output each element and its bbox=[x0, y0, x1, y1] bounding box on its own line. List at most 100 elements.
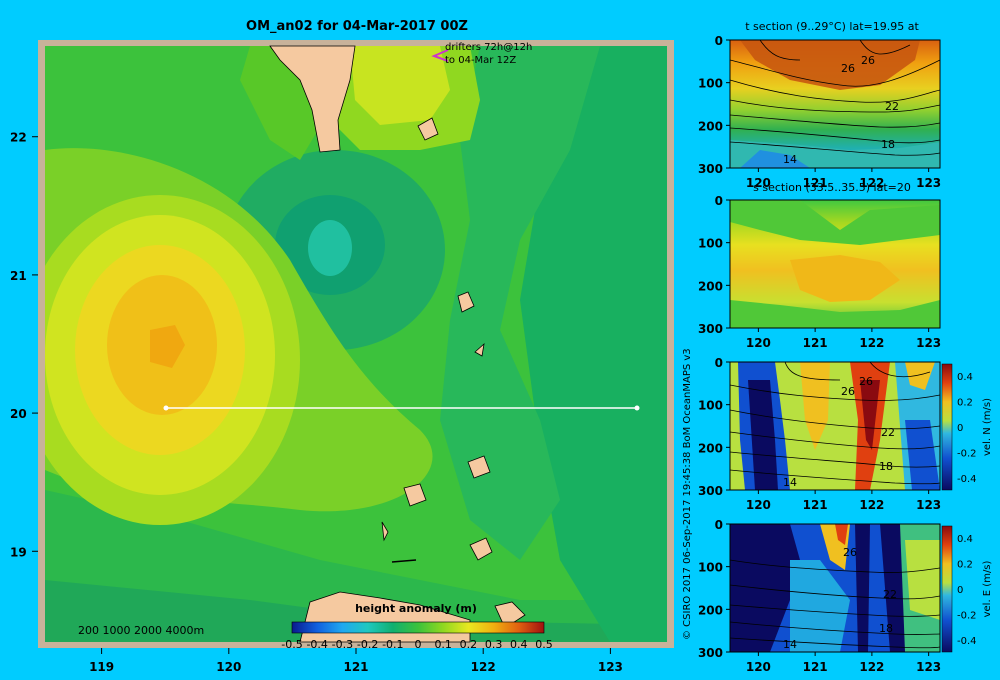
section-depth-tick-label: 0 bbox=[715, 194, 723, 208]
velE-colorbar bbox=[941, 525, 953, 653]
drifters-label-2: to 04-Mar 12Z bbox=[445, 55, 516, 66]
velN-colorbar-ticks: 0.4 0.2 0 -0.2 -0.4 bbox=[957, 372, 977, 485]
map-field bbox=[45, 46, 667, 642]
drifters-label-1: drifters 72h@12h bbox=[445, 42, 532, 53]
section-lon-tick-label: 123 bbox=[916, 336, 941, 350]
section-depth-tick-label: 200 bbox=[698, 603, 723, 617]
section-depth-tick-label: 300 bbox=[698, 162, 723, 176]
section-lon-tick-label: 121 bbox=[803, 176, 828, 190]
contour-label: 18 bbox=[881, 138, 895, 151]
section-lon-tick-label: 122 bbox=[859, 176, 884, 190]
map-y-tick-label: 22 bbox=[10, 131, 27, 145]
section-depth-tick-label: 100 bbox=[698, 237, 723, 251]
copyright-text: © CSIRO 2017 06-Sep-2017 19:45:38 BoM Oc… bbox=[682, 348, 693, 640]
colorbar-tick-label: -0.4 bbox=[306, 638, 327, 651]
velN-colorbar bbox=[941, 363, 953, 491]
t-section-title: t section (9..29°C) lat=19.95 at bbox=[745, 20, 919, 33]
map-y-tick-label: 21 bbox=[10, 269, 27, 283]
vel-colorbar-tick-label: -0.4 bbox=[957, 474, 977, 485]
velE-section-panel: 26 22 18 14 bbox=[729, 523, 941, 653]
map-x-tick-label: 121 bbox=[343, 660, 368, 674]
contour-label: 14 bbox=[783, 153, 797, 166]
section-depth-tick-label: 0 bbox=[715, 34, 723, 48]
contour-label: 22 bbox=[883, 588, 897, 601]
colorbar-tick-label: -0.2 bbox=[357, 638, 378, 651]
velN-label: vel. N (m/s) bbox=[982, 398, 993, 456]
velE-depth-ticks: 0 100 200 300 bbox=[698, 518, 730, 660]
colorbar-tick-label: 0.4 bbox=[510, 638, 528, 651]
colorbar-tick-label: 0 bbox=[415, 638, 422, 651]
velN-depth-ticks: 0 100 200 300 bbox=[698, 356, 730, 498]
vel-colorbar-tick-label: 0 bbox=[957, 423, 963, 434]
section-depth-tick-label: 100 bbox=[698, 399, 723, 413]
contour-label: 14 bbox=[783, 638, 797, 651]
map-y-tick-labels: 22 21 20 19 bbox=[10, 131, 38, 559]
drifter-icon bbox=[431, 49, 449, 62]
section-lon-tick-label: 123 bbox=[916, 176, 941, 190]
section-lon-tick-label: 121 bbox=[803, 498, 828, 512]
section-lon-tick-label: 121 bbox=[803, 660, 828, 674]
section-lon-tick-label: 120 bbox=[746, 660, 771, 674]
section-depth-tick-label: 100 bbox=[698, 77, 723, 91]
t-depth-ticks: 0 100 200 300 bbox=[698, 34, 730, 176]
section-lon-tick-label: 122 bbox=[859, 336, 884, 350]
section-end-dot bbox=[634, 405, 640, 411]
map-x-tick-label: 122 bbox=[471, 660, 496, 674]
vel-colorbar-tick-label: 0.4 bbox=[957, 372, 973, 383]
section-lon-tick-label: 120 bbox=[746, 498, 771, 512]
vel-colorbar-tick-label: 0.2 bbox=[957, 398, 973, 409]
colorbar-tick-label: 0.3 bbox=[485, 638, 503, 651]
contour-label: 22 bbox=[885, 100, 899, 113]
section-lon-tick-label: 123 bbox=[916, 660, 941, 674]
section-lon-tick-label: 120 bbox=[746, 336, 771, 350]
t-section-panel: 26 26 22 18 14 bbox=[729, 39, 941, 169]
section-lon-tick-label: 122 bbox=[859, 660, 884, 674]
vel-colorbar-tick-label: 0.4 bbox=[957, 534, 973, 545]
map-x-tick-label: 123 bbox=[598, 660, 623, 674]
vel-colorbar-tick-label: -0.4 bbox=[957, 636, 977, 647]
velE-contour-labels: 26 22 18 14 bbox=[783, 546, 897, 651]
vel-colorbar-tick-label: 0 bbox=[957, 585, 963, 596]
map-x-tick-labels: 119 120 121 122 123 bbox=[89, 648, 623, 674]
section-depth-tick-label: 300 bbox=[698, 646, 723, 660]
t-contour-labels: 26 26 22 18 14 bbox=[783, 54, 899, 166]
section-depth-tick-label: 0 bbox=[715, 518, 723, 532]
contour-label: 14 bbox=[783, 476, 797, 489]
s-depth-ticks: 0 100 200 300 bbox=[698, 194, 730, 336]
contour-label: 26 bbox=[841, 62, 855, 75]
map-x-tick-label: 119 bbox=[89, 660, 114, 674]
section-depth-tick-label: 200 bbox=[698, 441, 723, 455]
vel-colorbar-tick-label: 0.2 bbox=[957, 560, 973, 571]
contour-label: 18 bbox=[879, 460, 893, 473]
map-x-tick-label: 120 bbox=[216, 660, 241, 674]
contour-label: 26 bbox=[843, 546, 857, 559]
contour-label: 26 bbox=[861, 54, 875, 67]
colorbar-tick-label: -0.1 bbox=[382, 638, 403, 651]
s-section-panel bbox=[729, 199, 941, 329]
colorbar-title: height anomaly (m) bbox=[355, 602, 477, 615]
section-depth-tick-label: 200 bbox=[698, 279, 723, 293]
section-lon-tick-label: 123 bbox=[916, 498, 941, 512]
page-title: OM_an02 for 04-Mar-2017 00Z bbox=[246, 19, 468, 34]
s-lon-ticks: 120 121 122 123 bbox=[746, 328, 941, 350]
contour-label: 22 bbox=[881, 426, 895, 439]
t-lon-ticks: 120 121 122 123 bbox=[746, 168, 941, 190]
drifter-track bbox=[391, 559, 417, 563]
contour-label: 26 bbox=[841, 385, 855, 398]
section-lon-tick-label: 122 bbox=[859, 498, 884, 512]
colorbar-tick-labels: -0.5 -0.4 -0.3 -0.2 -0.1 0 0.1 0.2 0.3 0.4 0.5 bbox=[281, 638, 552, 651]
velE-label: vel. E (m/s) bbox=[982, 560, 993, 617]
contour-label: 26 bbox=[859, 375, 873, 388]
vel-colorbar-tick-label: -0.2 bbox=[957, 611, 977, 622]
velN-section-panel: 26 26 22 18 14 bbox=[729, 361, 941, 491]
section-depth-tick-label: 100 bbox=[698, 561, 723, 575]
section-depth-tick-label: 200 bbox=[698, 119, 723, 133]
contour-label: 18 bbox=[879, 622, 893, 635]
s-section-title: s section (33.5..35.5) lat=20 bbox=[753, 181, 911, 194]
section-lon-tick-label: 121 bbox=[803, 336, 828, 350]
height-colorbar bbox=[291, 621, 545, 634]
section-start-dot bbox=[163, 405, 169, 411]
colorbar-tick-label: 0.1 bbox=[434, 638, 452, 651]
colorbar-tick-label: -0.3 bbox=[332, 638, 353, 651]
